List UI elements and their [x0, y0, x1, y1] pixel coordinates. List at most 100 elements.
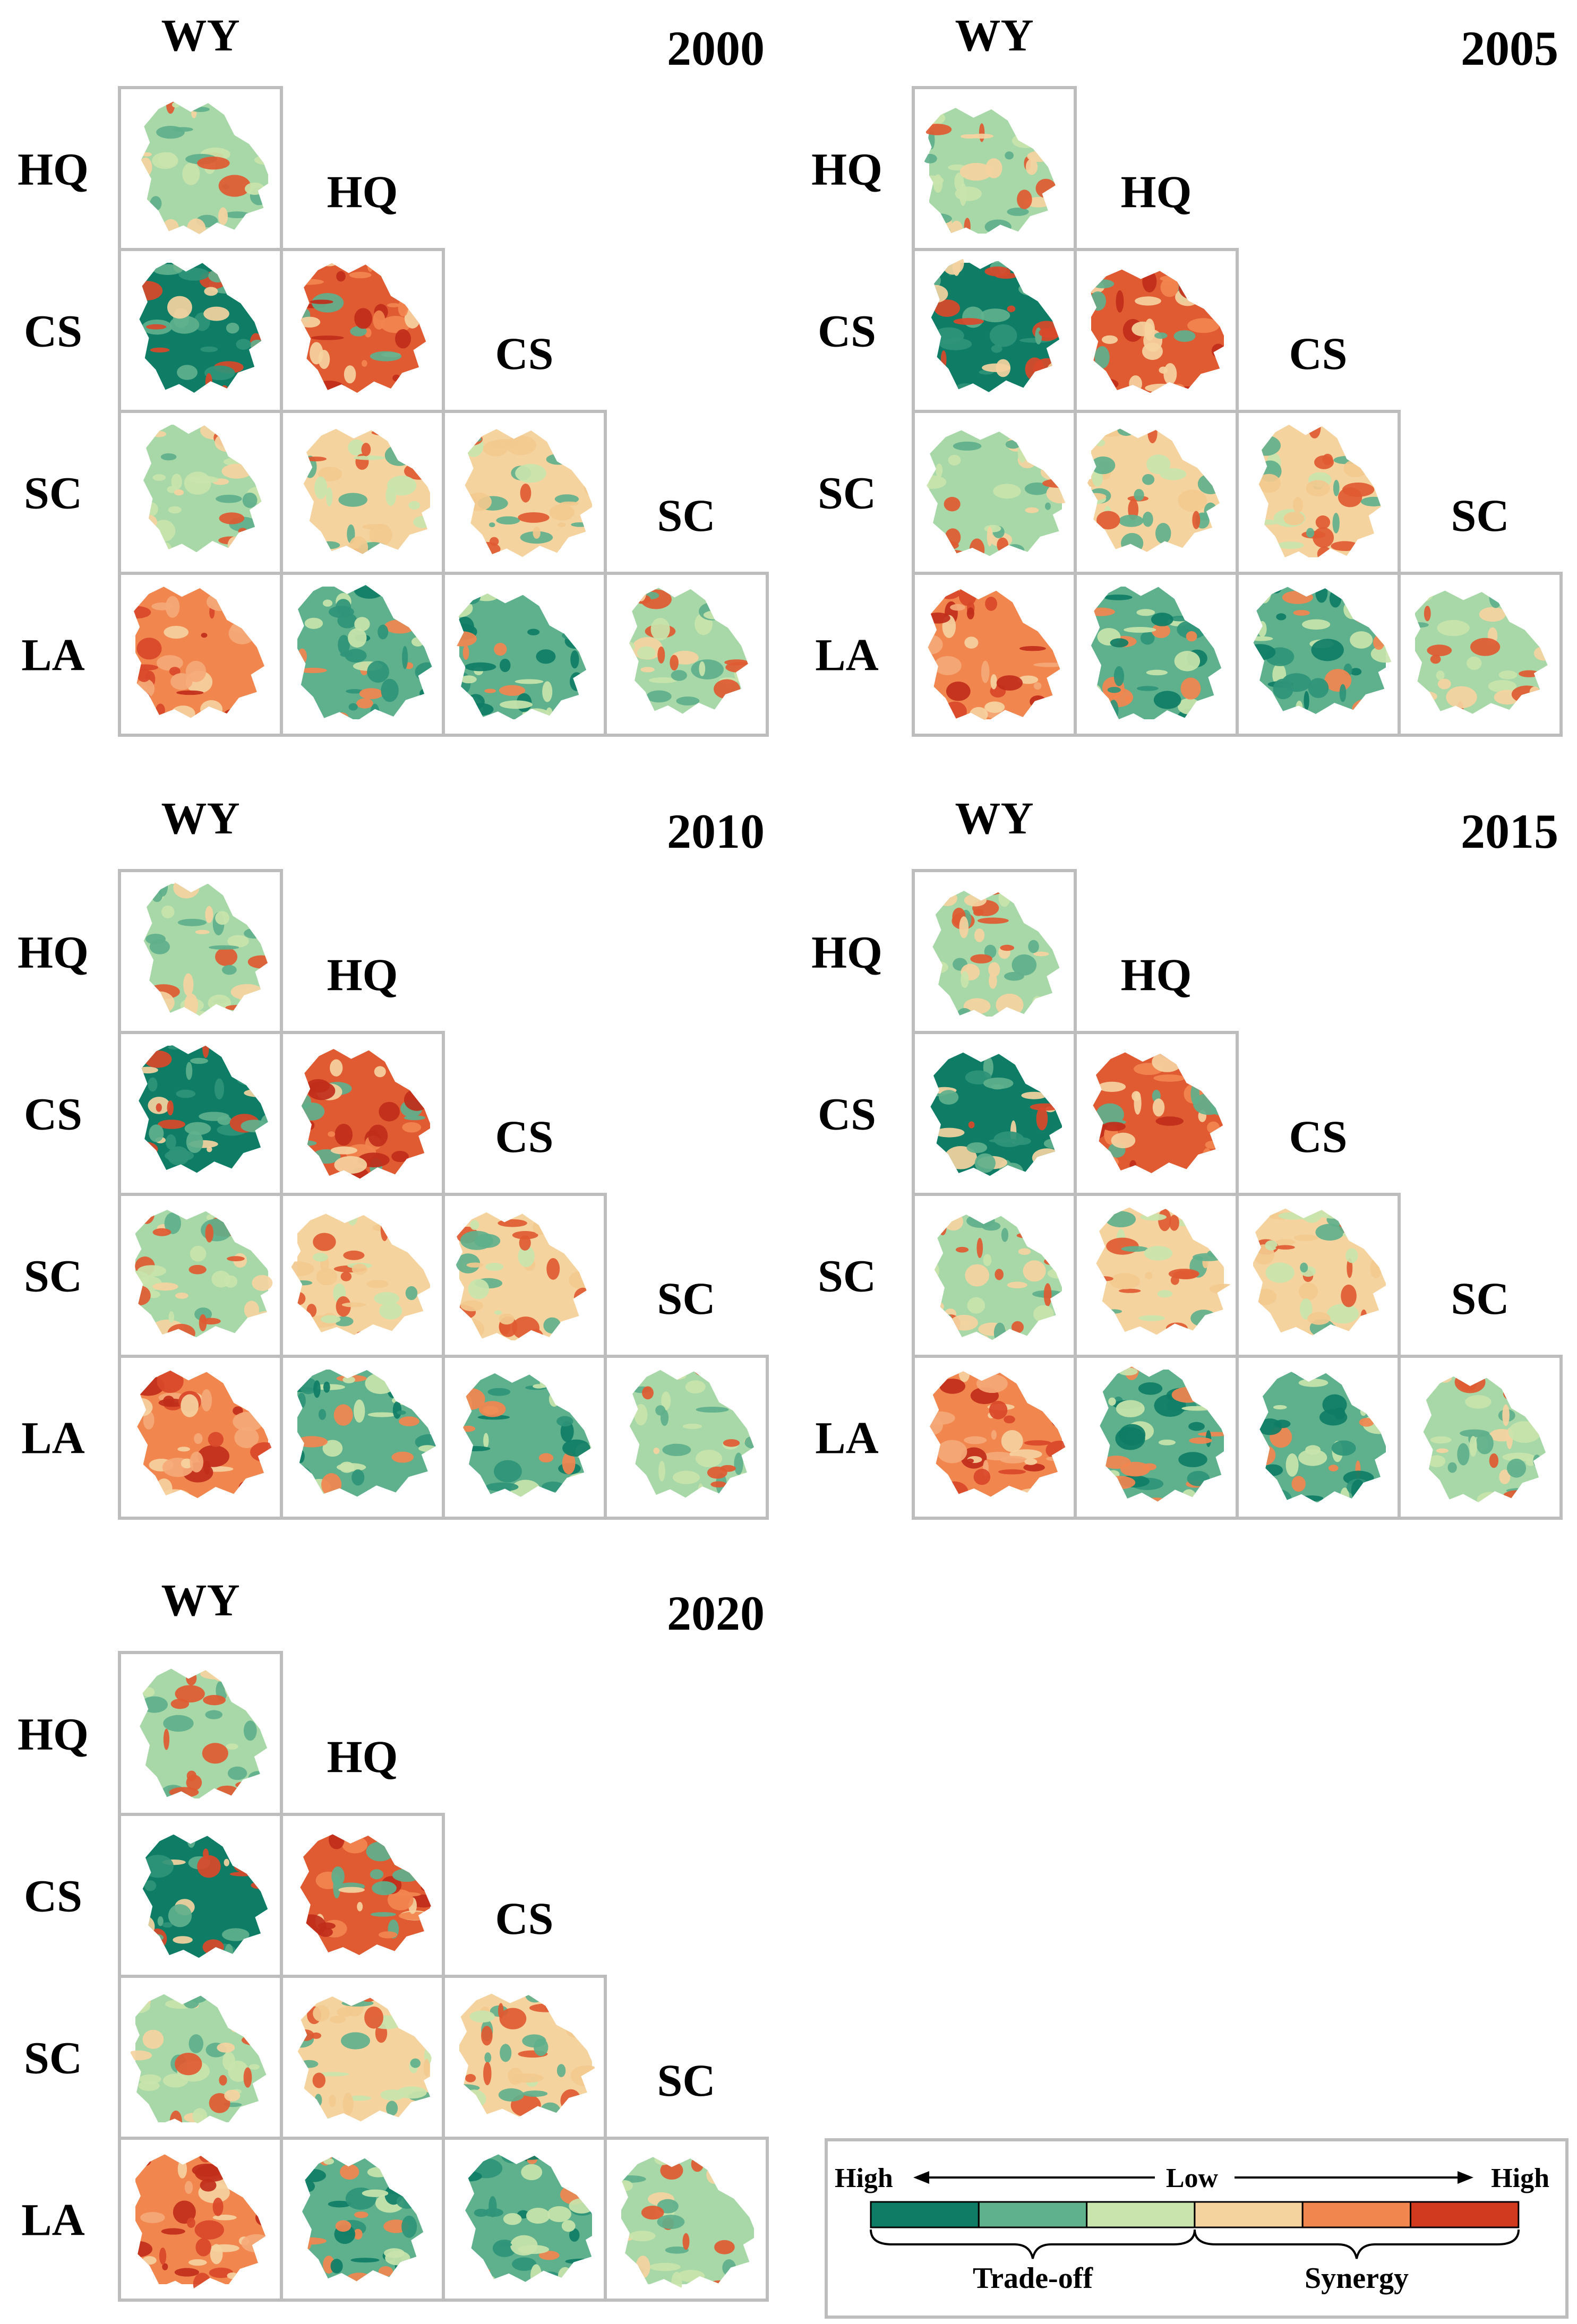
column-label-wy: WY — [161, 793, 239, 843]
map-cell-cs-hq — [280, 1031, 445, 1196]
map-cell-la-hq — [280, 1355, 445, 1520]
row-label-cs: CS — [24, 306, 82, 357]
diagonal-label-hq: HQ — [1121, 166, 1192, 217]
row-label-cs: CS — [818, 306, 876, 357]
map-cell-cs-wy — [912, 248, 1077, 413]
diagonal-label-hq: HQ — [327, 949, 398, 1000]
map-cell-la-hq — [1074, 572, 1239, 737]
legend-color-bar — [870, 2201, 1520, 2228]
column-label-wy: WY — [161, 1574, 239, 1625]
row-label-sc: SC — [24, 1251, 82, 1302]
tradeoff-brace — [870, 2229, 1196, 2259]
diagonal-label-sc: SC — [657, 2055, 716, 2106]
year-label: 2015 — [1461, 804, 1558, 858]
map-cell-la-hq — [280, 572, 445, 737]
year-label: 2020 — [667, 1586, 765, 1640]
map-cell-la-wy — [912, 1355, 1077, 1520]
diagonal-label-cs: CS — [495, 1111, 554, 1162]
diagonal-label-sc: SC — [657, 490, 716, 541]
row-label-sc: SC — [818, 1251, 876, 1302]
map-cell-sc-hq — [280, 1193, 445, 1358]
map-cell-la-wy — [118, 2137, 283, 2302]
legend-frame — [825, 2138, 1569, 2319]
legend-swatch-5 — [1301, 2201, 1411, 2228]
column-label-wy: WY — [161, 10, 239, 61]
legend-synergy-label: Synergy — [1305, 2262, 1409, 2295]
column-label-wy: WY — [955, 793, 1033, 843]
legend-arrow-right — [1235, 2171, 1473, 2184]
map-cell-la-wy — [912, 572, 1077, 737]
panel-2020: 2020 WY HQ CS SC LA HQ CS SC — [18, 1574, 769, 2302]
row-label-la: LA — [815, 630, 878, 681]
row-label-cs: CS — [24, 1871, 82, 1922]
map-cell-cs-wy — [118, 1031, 283, 1196]
map-cell-sc-wy — [118, 410, 283, 575]
map-cell-sc-cs — [442, 1193, 607, 1358]
legend: High Low High Trade-off Synergy — [825, 2138, 1569, 2319]
map-cell-cs-hq — [1074, 248, 1239, 413]
row-label-cs: CS — [818, 1089, 876, 1140]
panel-2005: 2005 WY HQ CS SC LA HQ CS SC — [811, 10, 1563, 737]
row-label-la: LA — [21, 630, 84, 681]
row-label-sc: SC — [24, 468, 82, 519]
map-cell-sc-hq — [1074, 410, 1239, 575]
row-label-la: LA — [21, 2194, 84, 2245]
map-cell-hq-wy — [118, 869, 283, 1034]
map-cell-la-sc — [604, 572, 769, 737]
synergy-brace — [1194, 2229, 1520, 2259]
map-cell-la-wy — [118, 1355, 283, 1520]
panel-2015: 2015 WY HQ CS SC LA HQ CS SC — [811, 793, 1563, 1520]
diagonal-label-sc: SC — [657, 1273, 716, 1324]
map-cell-la-hq — [280, 2137, 445, 2302]
row-label-la: LA — [815, 1413, 878, 1464]
map-cell-la-cs — [1236, 1355, 1401, 1520]
legend-arrow-left — [913, 2171, 1155, 2184]
diagonal-label-sc: SC — [1451, 1273, 1510, 1324]
legend-swatch-6 — [1410, 2201, 1520, 2228]
map-cell-la-sc — [1398, 1355, 1563, 1520]
map-cell-la-cs — [442, 1355, 607, 1520]
map-cell-la-cs — [1236, 572, 1401, 737]
panel-2000: 2000 WY HQ CS SC LA HQ CS SC — [18, 10, 769, 737]
row-label-hq: HQ — [811, 927, 882, 978]
map-cell-hq-wy — [118, 1651, 283, 1816]
map-cell-cs-wy — [118, 1813, 283, 1978]
year-label: 2010 — [667, 804, 765, 858]
diagonal-label-cs: CS — [1289, 1111, 1348, 1162]
legend-left-label: High — [835, 2163, 893, 2193]
legend-tradeoff-label: Trade-off — [973, 2262, 1093, 2295]
map-cell-la-hq — [1074, 1355, 1239, 1520]
map-cell-cs-wy — [118, 248, 283, 413]
legend-swatch-1 — [870, 2201, 980, 2228]
map-cell-sc-cs — [1236, 410, 1401, 575]
row-label-la: LA — [21, 1413, 84, 1464]
map-cell-sc-hq — [1074, 1193, 1239, 1358]
legend-swatch-2 — [978, 2201, 1088, 2228]
map-cell-sc-wy — [118, 1193, 283, 1358]
map-cell-sc-cs — [442, 410, 607, 575]
map-cell-hq-wy — [118, 86, 283, 251]
map-cell-sc-wy — [118, 1975, 283, 2140]
row-label-hq: HQ — [18, 1709, 89, 1760]
diagonal-label-hq: HQ — [327, 1731, 398, 1782]
panels-layer: 2000 WY HQ CS SC LA HQ CS SC 2005 WY HQ CS SC LA HQ CS SC… — [18, 10, 1563, 2302]
legend-right-label: High — [1491, 2163, 1549, 2193]
map-cell-hq-wy — [912, 86, 1077, 251]
map-cell-cs-hq — [280, 248, 445, 413]
panel-2010: 2010 WY HQ CS SC LA HQ CS SC — [18, 793, 769, 1520]
map-cell-cs-hq — [1074, 1031, 1239, 1196]
row-label-hq: HQ — [18, 144, 89, 195]
map-cell-sc-wy — [912, 1193, 1077, 1358]
map-cell-sc-hq — [280, 1975, 445, 2140]
map-cell-sc-wy — [912, 410, 1077, 575]
map-cell-sc-cs — [442, 1975, 607, 2140]
row-label-sc: SC — [24, 2033, 82, 2084]
map-cell-sc-hq — [280, 410, 445, 575]
column-label-wy: WY — [955, 10, 1033, 61]
diagonal-label-cs: CS — [495, 328, 554, 379]
map-cell-cs-hq — [280, 1813, 445, 1978]
diagonal-label-cs: CS — [495, 1893, 554, 1944]
year-label: 2000 — [667, 21, 765, 75]
map-cell-hq-wy — [912, 869, 1077, 1034]
